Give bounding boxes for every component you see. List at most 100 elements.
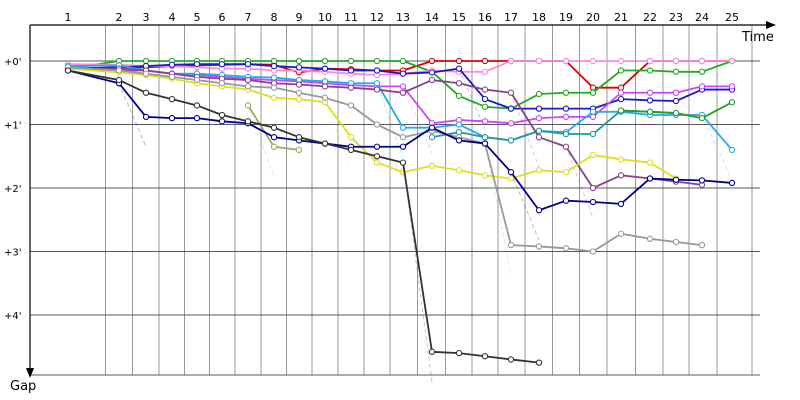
series-point <box>535 207 543 214</box>
series-point <box>672 109 680 117</box>
series-3 <box>64 61 736 130</box>
series-point <box>646 97 654 104</box>
x-tick-label: 8 <box>271 11 278 24</box>
x-tick-label: 2 <box>116 11 123 24</box>
series-point <box>428 124 436 131</box>
series-point <box>295 134 303 141</box>
series-point <box>507 241 515 249</box>
series-point <box>373 121 381 128</box>
series-8 <box>64 65 706 219</box>
series-point <box>481 57 489 65</box>
x-tick-label: 4 <box>169 11 176 24</box>
series-point <box>507 120 515 127</box>
series-point <box>270 143 278 150</box>
series-point <box>481 353 489 360</box>
series-point <box>244 102 252 109</box>
series-point <box>373 67 381 74</box>
series-point <box>270 74 278 81</box>
x-tick-label: 15 <box>452 11 466 24</box>
x-axis-title: Time <box>741 30 774 45</box>
x-tick-label: 10 <box>318 11 332 24</box>
series-point <box>295 64 303 71</box>
series-line <box>68 67 703 189</box>
series-point <box>270 134 278 141</box>
series-point <box>589 84 597 91</box>
series-point <box>347 102 355 109</box>
series-point <box>507 137 515 144</box>
series-connector <box>458 68 486 130</box>
series-point <box>373 159 381 166</box>
series-point <box>399 159 407 166</box>
series-point <box>535 359 543 366</box>
series-point <box>535 105 543 112</box>
series-point <box>481 103 489 110</box>
series-point <box>698 68 706 75</box>
series-point <box>193 61 201 68</box>
series-point <box>535 127 543 134</box>
series-point <box>535 134 543 141</box>
series-point <box>728 99 736 106</box>
x-tick-label: 6 <box>219 11 226 24</box>
series-point <box>562 143 570 150</box>
series-point <box>295 57 303 65</box>
series-point <box>535 90 543 98</box>
x-tick-label: 9 <box>296 11 303 24</box>
series-point <box>589 184 597 192</box>
series-connector <box>484 143 512 276</box>
y-axis-arrow-icon <box>26 368 34 378</box>
series-point <box>455 65 463 72</box>
series-line <box>67 60 733 110</box>
series-point <box>347 67 355 74</box>
series-point <box>218 61 226 68</box>
series-point <box>399 57 407 65</box>
x-tick-label: 13 <box>396 11 410 24</box>
series-point <box>646 159 654 166</box>
x-tick-label: 20 <box>586 11 600 24</box>
series-point <box>646 57 654 65</box>
x-tick-label: 16 <box>478 11 492 24</box>
series-point <box>244 61 252 68</box>
series-point <box>562 197 570 204</box>
series-point <box>672 57 680 65</box>
series-point <box>321 83 329 90</box>
x-tick-label: 24 <box>695 11 709 24</box>
series-point <box>399 143 407 150</box>
series-point <box>168 61 176 68</box>
series-point <box>428 76 436 84</box>
series-point <box>347 134 355 141</box>
series-point <box>481 172 489 179</box>
series-point <box>589 151 597 159</box>
series-point <box>562 245 570 252</box>
series-point <box>193 76 201 84</box>
series-point <box>672 89 680 96</box>
series-point <box>507 356 515 363</box>
series-line <box>67 69 540 364</box>
series-13 <box>64 67 543 382</box>
series-point <box>562 130 570 138</box>
series-point <box>455 92 463 100</box>
series-point <box>617 57 625 65</box>
series-point <box>193 115 201 122</box>
series-point <box>507 175 515 182</box>
series-point <box>698 83 706 90</box>
series-connector <box>402 86 433 154</box>
series-line <box>67 66 703 253</box>
series-point <box>672 68 680 75</box>
series-point <box>373 86 381 93</box>
x-tick-label: 23 <box>669 11 683 24</box>
series-7 <box>617 99 736 122</box>
series-point <box>244 118 252 125</box>
series-12 <box>64 67 736 241</box>
x-tick-label: 11 <box>344 11 358 24</box>
series-point <box>455 57 463 65</box>
series-point <box>115 76 123 84</box>
series-connector <box>701 114 733 181</box>
series-point <box>244 76 252 84</box>
series-point <box>617 156 625 163</box>
series-point <box>295 89 303 96</box>
series-point <box>617 107 625 114</box>
x-tick-label: 1 <box>65 11 72 24</box>
x-tick-label: 7 <box>245 11 252 24</box>
series-point <box>347 57 355 65</box>
